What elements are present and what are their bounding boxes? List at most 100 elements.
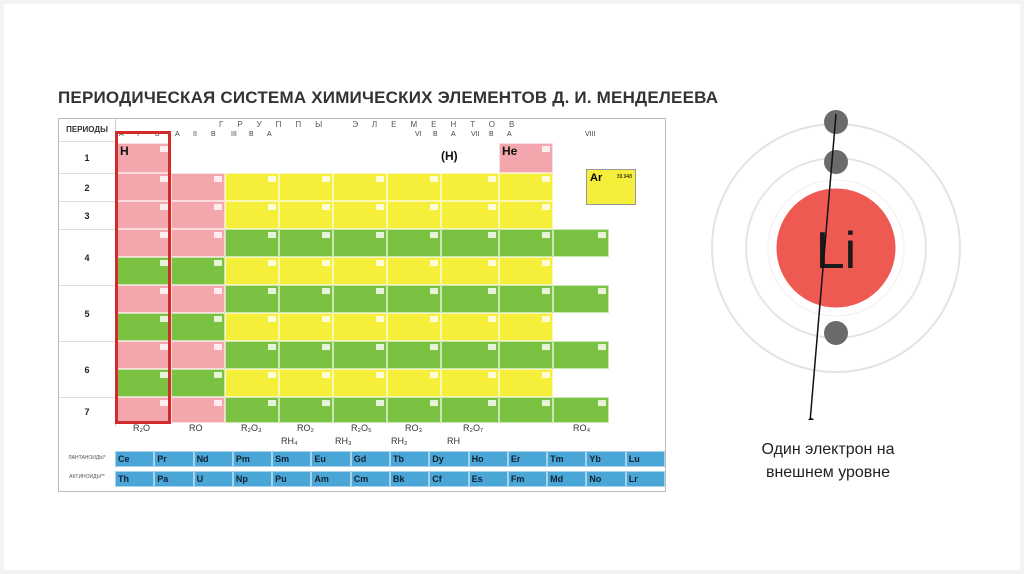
element-cell [553,397,609,423]
group-header-14: A [507,131,512,138]
f-element: U [193,471,233,487]
f-element: Es [468,471,508,487]
nucleus-symbol: Li [816,222,856,280]
atomic-number-box [376,400,384,406]
atomic-number-box [160,176,168,182]
atomic-number-box [322,288,330,294]
atomic-number-box [322,204,330,210]
atomic-number-box [160,260,168,266]
atomic-number-box [322,316,330,322]
element-cell [171,229,225,257]
atomic-number-box [488,344,496,350]
atomic-number-box [488,204,496,210]
element-cell [441,173,499,201]
atomic-number-box [268,260,276,266]
element-cell [333,341,387,369]
atomic-number-box [542,176,550,182]
group-ia-highlight [115,131,171,424]
atomic-number-box [322,344,330,350]
period-4: 4 [59,229,116,286]
element-cell [117,257,171,285]
atomic-number-box [376,316,384,322]
atomic-number-box [542,372,550,378]
element-cell [387,285,441,313]
atomic-number-box [598,232,606,238]
element-h: H [117,143,171,173]
f-element: Bk [390,471,430,487]
atomic-number-box [430,316,438,322]
element-cell [333,229,387,257]
f-element: Lr [625,471,665,487]
legend-value: 39.948 [616,174,632,180]
atomic-number-box [430,260,438,266]
element-cell [279,397,333,423]
atomic-number-box [430,288,438,294]
oxide-formula: R₂O₅ [351,423,372,433]
element-cell [499,313,553,341]
element-cell [441,257,499,285]
element-cell [279,173,333,201]
atomic-number-box [430,344,438,350]
group-header-4: II [193,131,197,138]
element-cell [387,397,441,423]
period-3: 3 [59,201,116,230]
element-cell [387,229,441,257]
group-header-8: A [267,131,272,138]
atomic-number-box [214,232,222,238]
element-cell [387,313,441,341]
f-element: Gd [350,451,390,467]
atomic-number-box [214,400,222,406]
oxide-formula: R₂O [133,423,150,433]
atomic-number-box [214,204,222,210]
group-header-3: A [175,131,180,138]
atomic-number-box [376,372,384,378]
f-element: Ce [115,451,155,467]
element-cell [117,201,171,229]
f-element: Sm [272,451,312,467]
element-cell [499,201,553,229]
group-header-12: VII [471,131,480,138]
oxide-formula: RO [189,423,203,433]
element-cell [333,285,387,313]
element-cell [225,285,279,313]
atomic-number-box [376,176,384,182]
atomic-number-box [542,288,550,294]
element-cell [387,341,441,369]
element-cell [387,201,441,229]
electron-inner-bottom [824,321,848,345]
element-cell [171,341,225,369]
atomic-number-box [488,316,496,322]
oxide-formula: R₂O₃ [241,423,262,433]
atomic-number-box [488,372,496,378]
atomic-number-box [268,344,276,350]
page-title: ПЕРИОДИЧЕСКАЯ СИСТЕМА ХИМИЧЕСКИХ ЭЛЕМЕНТ… [58,88,719,107]
oxide-formula: RO₂ [297,423,314,433]
atomic-number-box [542,146,550,152]
atomic-number-box [322,176,330,182]
f-element: Tm [547,451,587,467]
element-cell [171,173,225,201]
group-headers: A I B A II B III B A VI B A VII B A VIII [115,131,665,141]
f-element: Pm [232,451,273,467]
caption: Один электрон на внешнем уровне [700,438,956,484]
atomic-number-box [268,372,276,378]
group-header-7: B [249,131,254,138]
group-header-13: B [489,131,494,138]
element-cell [441,229,499,257]
groups-label: ГРУППЫ ЭЛЕМЕНТОВ [219,120,529,129]
element-cell [387,257,441,285]
group-header-9: VI [415,131,422,138]
f-element: Ho [468,451,508,467]
element-cell [441,369,499,397]
atomic-number-box [488,232,496,238]
f-element: Yb [586,451,626,467]
element-symbol: H [120,144,129,158]
group-header-2: B [155,131,160,138]
group-header-0: A [119,131,124,138]
atomic-number-box [488,288,496,294]
element-cell [279,257,333,285]
f-element: Lu [625,451,665,467]
atomic-number-box [488,176,496,182]
element-cell [553,285,609,313]
oxide-formula: R₂O₇ [463,423,484,433]
